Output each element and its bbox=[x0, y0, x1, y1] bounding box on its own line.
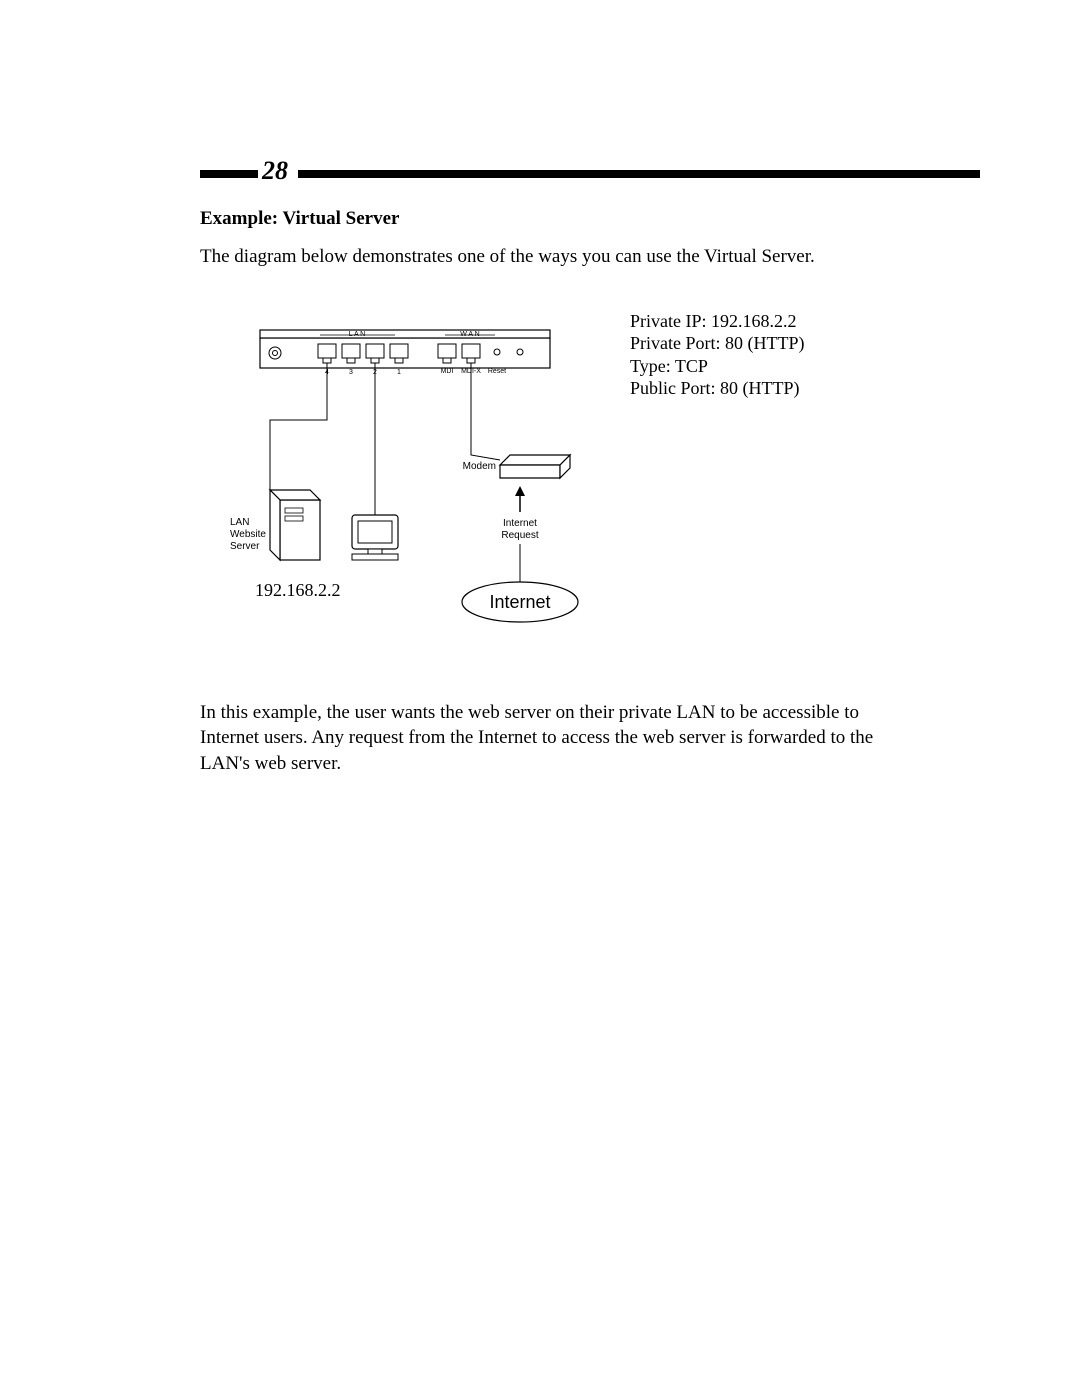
cable-modem bbox=[471, 363, 500, 460]
config-private-port: Private Port: 80 (HTTP) bbox=[630, 332, 804, 355]
internet-request-arrow bbox=[515, 486, 525, 512]
router-icon: L A N W A N 4 3 2 bbox=[260, 330, 550, 376]
server-icon bbox=[270, 490, 320, 560]
outro-paragraph: In this example, the user wants the web … bbox=[200, 700, 900, 777]
server-label-2: Website bbox=[230, 529, 266, 540]
pc-icon bbox=[352, 515, 398, 560]
page-number: 28 bbox=[258, 156, 292, 186]
rule-right-segment bbox=[298, 170, 980, 178]
config-type: Type: TCP bbox=[630, 355, 804, 378]
server-label-1: LAN bbox=[230, 517, 249, 528]
wan-label: W A N bbox=[460, 331, 479, 338]
modem-label: Modem bbox=[463, 461, 496, 472]
svg-text:MDI: MDI bbox=[441, 368, 454, 375]
section-heading: Example: Virtual Server bbox=[200, 208, 980, 230]
config-info-block: Private IP: 192.168.2.2 Private Port: 80… bbox=[630, 310, 804, 400]
svg-text:Reset: Reset bbox=[488, 368, 506, 375]
cable-server bbox=[270, 363, 327, 500]
svg-text:3: 3 bbox=[349, 369, 353, 376]
rule-left-segment bbox=[200, 170, 258, 178]
svg-text:1: 1 bbox=[397, 369, 401, 376]
server-ip-caption: 192.168.2.2 bbox=[255, 580, 341, 601]
internet-request-1: Internet bbox=[503, 518, 537, 529]
diagram-region: Private IP: 192.168.2.2 Private Port: 80… bbox=[200, 300, 900, 660]
modem-icon bbox=[500, 455, 570, 478]
internet-label: Internet bbox=[489, 592, 550, 612]
lan-label: L A N bbox=[349, 331, 365, 338]
config-private-ip: Private IP: 192.168.2.2 bbox=[630, 310, 804, 333]
header-rule: 28 bbox=[200, 160, 980, 190]
intro-paragraph: The diagram below demonstrates one of th… bbox=[200, 244, 900, 270]
internet-request-2: Request bbox=[501, 530, 538, 541]
document-page: 28 Example: Virtual Server The diagram b… bbox=[0, 0, 1080, 1397]
server-label-3: Server bbox=[230, 541, 260, 552]
config-public-port: Public Port: 80 (HTTP) bbox=[630, 377, 804, 400]
